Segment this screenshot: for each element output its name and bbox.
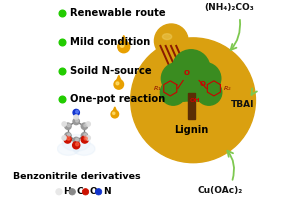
Text: Renewable route: Renewable route xyxy=(70,8,166,18)
Text: C: C xyxy=(76,187,83,196)
Circle shape xyxy=(81,133,88,139)
Circle shape xyxy=(114,80,124,89)
Text: N: N xyxy=(103,187,110,196)
Circle shape xyxy=(82,189,89,195)
Circle shape xyxy=(67,134,70,136)
Text: OH: OH xyxy=(190,98,200,103)
Text: (NH₄)₂CO₃: (NH₄)₂CO₃ xyxy=(204,3,254,12)
Ellipse shape xyxy=(73,142,95,155)
Text: H: H xyxy=(63,187,71,196)
Polygon shape xyxy=(121,35,127,44)
Circle shape xyxy=(86,122,90,126)
Ellipse shape xyxy=(162,34,172,40)
Circle shape xyxy=(64,136,71,143)
Polygon shape xyxy=(116,75,121,82)
Circle shape xyxy=(62,122,66,126)
Text: TBAI: TBAI xyxy=(231,100,255,109)
Circle shape xyxy=(184,72,214,101)
Circle shape xyxy=(73,142,80,149)
Circle shape xyxy=(131,38,256,163)
Circle shape xyxy=(67,137,70,140)
Circle shape xyxy=(161,63,193,94)
Circle shape xyxy=(69,189,75,195)
FancyBboxPatch shape xyxy=(188,93,195,119)
Circle shape xyxy=(56,189,62,195)
Circle shape xyxy=(81,136,88,143)
Circle shape xyxy=(172,50,210,87)
Circle shape xyxy=(76,143,79,146)
Circle shape xyxy=(113,112,115,114)
Text: Soild N-source: Soild N-source xyxy=(70,66,151,76)
Circle shape xyxy=(160,79,186,105)
Text: O: O xyxy=(90,187,98,196)
Circle shape xyxy=(111,110,119,118)
Circle shape xyxy=(174,68,208,101)
Circle shape xyxy=(73,137,79,144)
Circle shape xyxy=(76,110,78,113)
Text: One-pot reaction: One-pot reaction xyxy=(70,94,165,104)
Ellipse shape xyxy=(58,142,79,155)
Circle shape xyxy=(189,63,221,94)
Circle shape xyxy=(76,119,78,122)
Circle shape xyxy=(67,124,70,127)
Polygon shape xyxy=(113,107,117,112)
Text: Cu(OAc)₂: Cu(OAc)₂ xyxy=(197,186,242,195)
Circle shape xyxy=(86,136,90,140)
Ellipse shape xyxy=(62,135,90,151)
Circle shape xyxy=(168,72,198,101)
Text: Lignin: Lignin xyxy=(174,125,208,135)
Ellipse shape xyxy=(162,67,199,90)
Circle shape xyxy=(73,109,79,116)
Circle shape xyxy=(84,137,87,140)
Circle shape xyxy=(76,138,78,141)
Circle shape xyxy=(84,124,87,127)
Polygon shape xyxy=(163,49,188,55)
Circle shape xyxy=(196,79,222,105)
Circle shape xyxy=(95,189,102,195)
Circle shape xyxy=(65,123,71,129)
Circle shape xyxy=(81,123,88,129)
Circle shape xyxy=(74,115,78,119)
Text: Mild condition: Mild condition xyxy=(70,37,150,47)
Circle shape xyxy=(116,82,119,85)
Text: O: O xyxy=(200,81,206,87)
Circle shape xyxy=(62,136,66,140)
Text: O: O xyxy=(184,70,190,76)
Circle shape xyxy=(155,24,188,58)
Circle shape xyxy=(84,134,87,136)
Text: $R_2$: $R_2$ xyxy=(223,84,232,93)
Circle shape xyxy=(120,44,124,47)
Text: Benzonitrile derivatives: Benzonitrile derivatives xyxy=(13,172,141,181)
Circle shape xyxy=(65,133,71,139)
Text: $R_1$: $R_1$ xyxy=(152,84,161,93)
Circle shape xyxy=(118,41,130,53)
Circle shape xyxy=(73,118,79,125)
